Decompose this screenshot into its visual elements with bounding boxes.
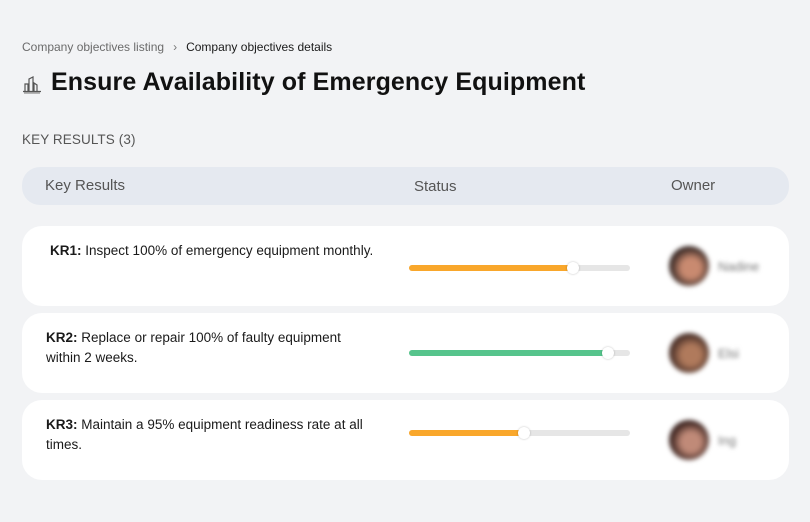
key-result-text: Maintain a 95% equipment readiness rate … (46, 417, 363, 452)
chevron-right-icon: › (173, 40, 178, 54)
key-result-code: KR3: (46, 417, 78, 432)
progress-handle[interactable] (601, 347, 614, 359)
column-header-status: Status (414, 178, 457, 195)
progress-handle[interactable] (566, 262, 579, 274)
breadcrumb-current-objective-details: Company objectives details (186, 40, 333, 54)
status-progress-bar[interactable] (409, 262, 630, 274)
building-chart-icon (22, 74, 42, 94)
progress-fill (409, 430, 524, 436)
key-result-row[interactable]: KR3: Maintain a 95% equipment readiness … (22, 400, 789, 480)
avatar (669, 246, 709, 286)
page-title: Ensure Availability of Emergency Equipme… (51, 68, 586, 96)
progress-fill (409, 350, 608, 356)
key-results-table-header: Key Results Status Owner (22, 167, 789, 205)
avatar (669, 333, 709, 373)
owner-name: Nadine (718, 258, 760, 274)
key-result-text: Replace or repair 100% of faulty equipme… (46, 330, 341, 365)
column-header-key-results: Key Results (45, 177, 126, 194)
status-progress-bar[interactable] (409, 347, 630, 359)
key-result-description: KR3: Maintain a 95% equipment readiness … (46, 415, 376, 455)
breadcrumb: Company objectives listing › Company obj… (22, 40, 332, 54)
status-progress-bar[interactable] (409, 427, 630, 439)
key-result-code: KR1: (50, 243, 82, 258)
key-result-description: KR1: Inspect 100% of emergency equipment… (50, 241, 380, 261)
breadcrumb-link-objectives-listing[interactable]: Company objectives listing (22, 40, 165, 54)
key-result-row[interactable]: KR2: Replace or repair 100% of faulty eq… (22, 313, 789, 393)
progress-fill (409, 265, 573, 271)
key-result-code: KR2: (46, 330, 78, 345)
avatar (669, 420, 709, 460)
owner[interactable]: Nadine (669, 246, 759, 286)
key-result-description: KR2: Replace or repair 100% of faulty eq… (46, 328, 376, 368)
owner-name: Ing (718, 432, 737, 448)
owner[interactable]: Ing (669, 420, 736, 460)
key-results-count-label: KEY RESULTS (3) (22, 132, 136, 147)
key-result-row[interactable]: KR1: Inspect 100% of emergency equipment… (22, 226, 789, 306)
owner-name: Elsi (718, 345, 739, 361)
owner[interactable]: Elsi (669, 333, 739, 373)
key-result-text: Inspect 100% of emergency equipment mont… (85, 243, 374, 258)
page-header: Ensure Availability of Emergency Equipme… (22, 66, 585, 98)
progress-handle[interactable] (517, 427, 530, 439)
column-header-owner: Owner (671, 177, 716, 194)
